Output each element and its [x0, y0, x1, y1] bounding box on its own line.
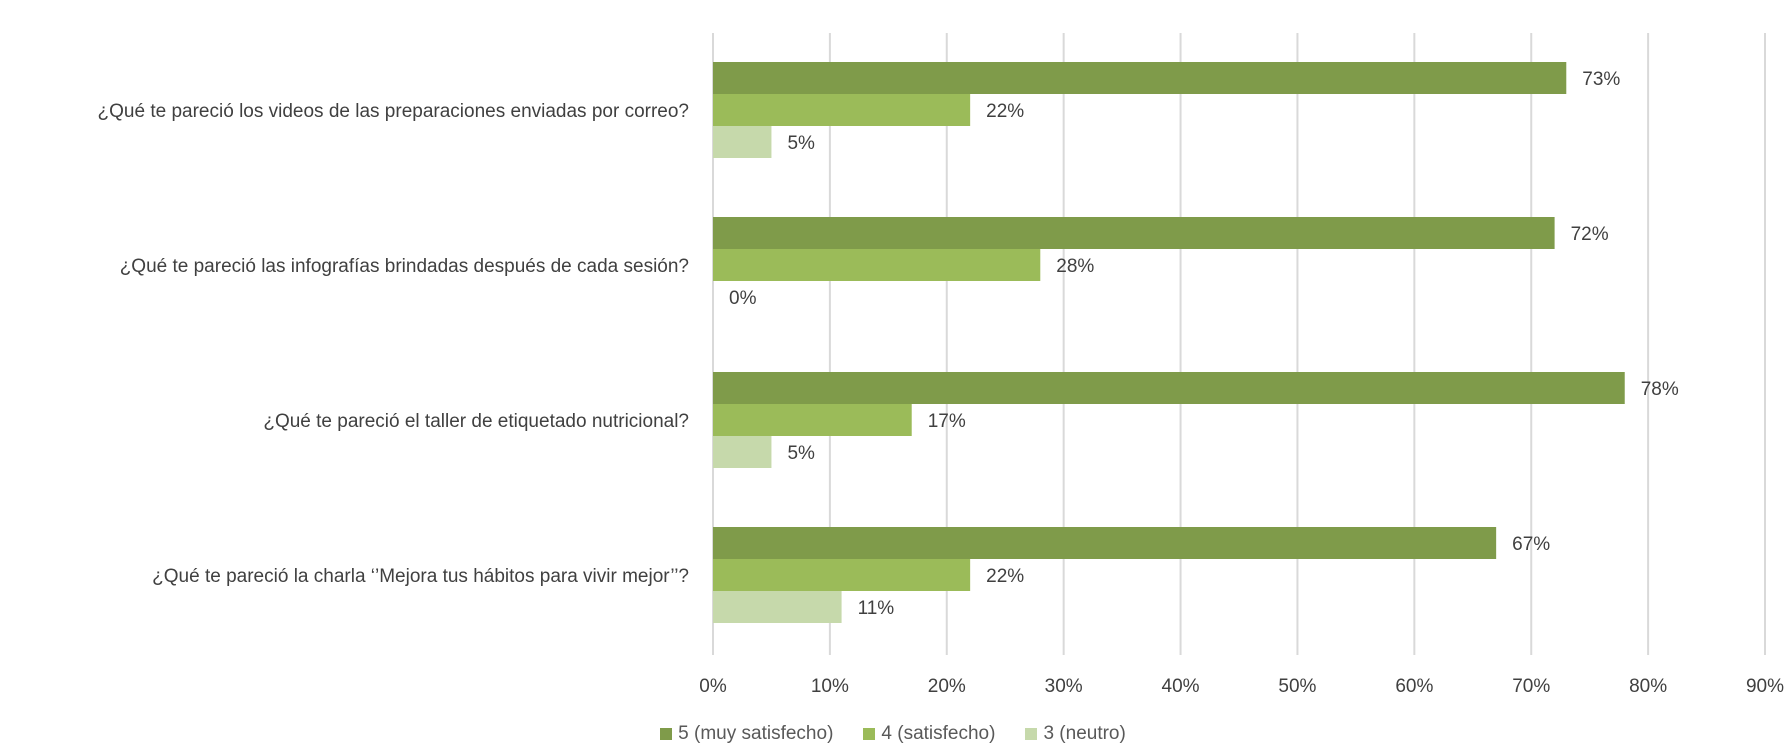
legend-label: 3 (neutro): [1043, 723, 1126, 744]
bar: [713, 404, 912, 436]
x-tick-label: 80%: [1629, 676, 1667, 697]
gridlines: [712, 33, 1766, 655]
x-tick-label: 70%: [1512, 676, 1550, 697]
legend-swatch: [863, 728, 876, 740]
x-tick-label: 10%: [811, 676, 849, 697]
data-label: 0%: [729, 288, 757, 309]
bar: [713, 62, 1567, 94]
data-label: 5%: [787, 133, 815, 154]
legend-item: 4 (satisfecho): [863, 723, 995, 745]
legend-swatch: [660, 728, 673, 740]
bar: [713, 436, 772, 468]
data-label: 67%: [1512, 534, 1550, 555]
legend-label: 5 (muy satisfecho): [678, 723, 834, 744]
data-label: 72%: [1571, 224, 1609, 245]
bar: [713, 126, 772, 158]
category-label: ¿Qué te pareció las infografías brindada…: [120, 256, 689, 277]
bar: [713, 94, 971, 126]
bar: [713, 527, 1497, 559]
x-tick-label: 60%: [1395, 676, 1433, 697]
category-label: ¿Qué te pareció el taller de etiquetado …: [263, 411, 689, 432]
data-label: 22%: [986, 101, 1024, 122]
data-labels: 73% 22% 5% 72% 28% 0% 78% 17% 5% 67% 22% 11%: [729, 69, 1679, 619]
x-tick-label: 40%: [1162, 676, 1200, 697]
legend-swatch: [1025, 728, 1038, 740]
data-label: 73%: [1582, 69, 1620, 90]
data-label: 78%: [1641, 379, 1679, 400]
x-tick-label: 20%: [928, 676, 966, 697]
legend-label: 4 (satisfecho): [881, 723, 996, 744]
data-label: 28%: [1056, 256, 1094, 277]
bars: [713, 62, 1625, 623]
bar: [713, 591, 842, 623]
bar: [713, 217, 1555, 249]
category-label: ¿Qué te pareció los videos de las prepar…: [98, 101, 689, 122]
data-label: 11%: [858, 598, 895, 619]
legend-item: 5 (muy satisfecho): [660, 723, 833, 745]
bar: [713, 559, 971, 591]
bar: [713, 249, 1041, 281]
x-tick-label: 90%: [1746, 676, 1784, 697]
category-label: ¿Qué te pareció la charla ‘’Mejora tus h…: [152, 566, 689, 587]
x-axis-ticks: 0% 10% 20% 30% 40% 50% 60% 70% 80% 90%: [699, 676, 1784, 697]
x-tick-label: 50%: [1278, 676, 1316, 697]
bar: [713, 372, 1625, 404]
x-tick-label: 0%: [699, 676, 727, 697]
data-label: 5%: [787, 443, 815, 464]
data-label: 17%: [928, 411, 966, 432]
legend: 5 (muy satisfecho) 4 (satisfecho) 3 (neutr…: [0, 722, 1786, 746]
category-labels: ¿Qué te pareció los videos de las prepar…: [98, 101, 689, 587]
legend-item: 3 (neutro): [1025, 723, 1126, 745]
data-label: 22%: [986, 566, 1024, 587]
x-tick-label: 30%: [1045, 676, 1083, 697]
